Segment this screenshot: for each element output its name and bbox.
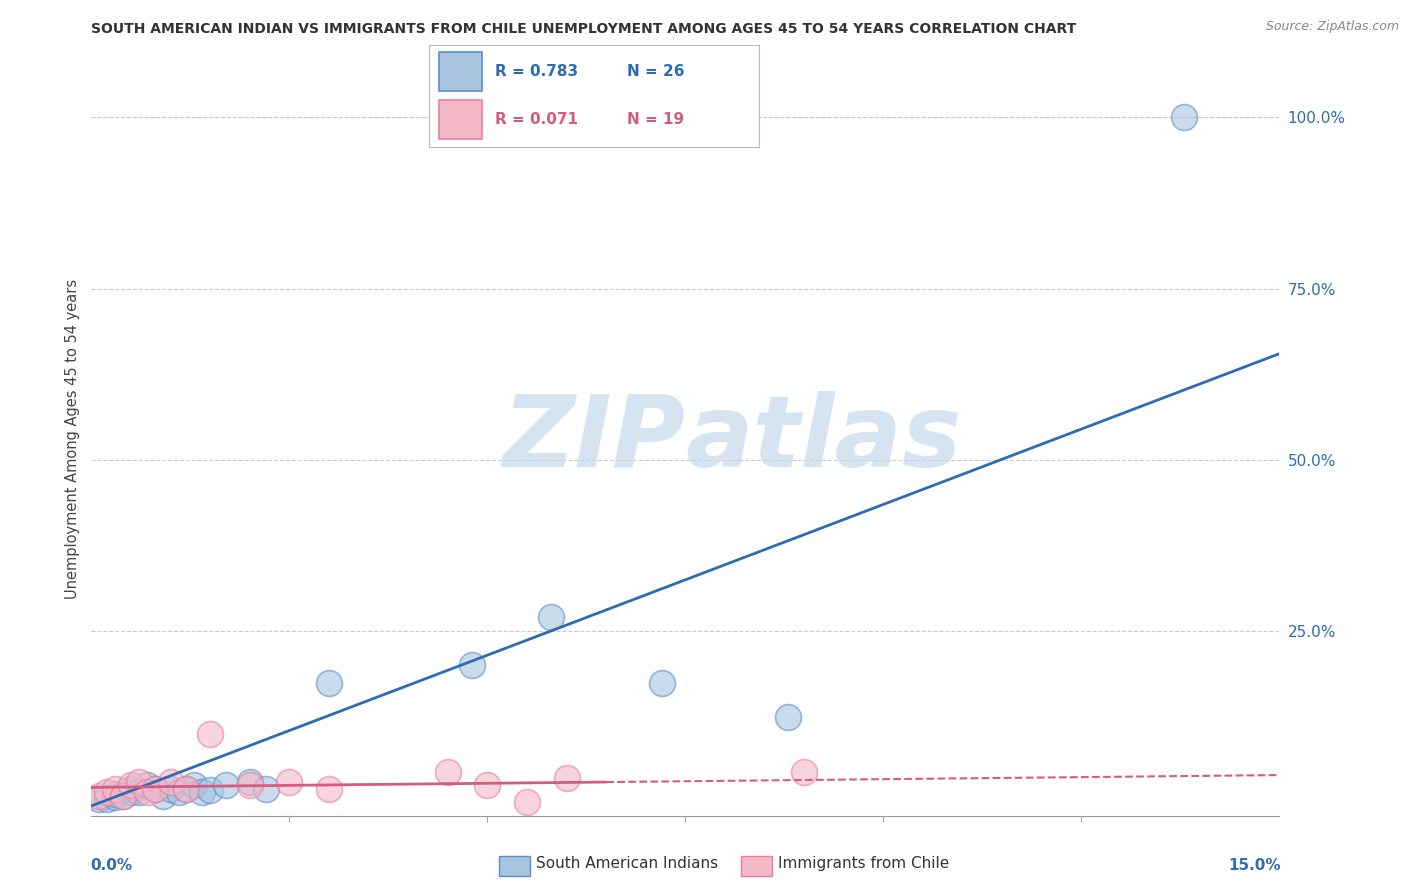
Point (89, 792, 111, 806)
Point (540, 610, 562, 624)
Bar (439, 100, 482, 139)
Point (477, 778, 499, 792)
Point (159, 781, 181, 796)
Point (120, 785, 142, 799)
Point (128, 775, 150, 789)
Point (200, 727, 222, 741)
Point (239, 778, 262, 792)
Point (254, 781, 277, 796)
Point (1173, 110, 1195, 124)
Point (152, 789, 174, 803)
Point (167, 785, 190, 799)
Point (120, 778, 142, 792)
Point (135, 785, 157, 799)
Point (191, 785, 214, 799)
Point (318, 675, 340, 690)
Point (135, 778, 157, 792)
Point (183, 778, 205, 792)
Text: N = 19: N = 19 (627, 112, 685, 127)
Point (555, 772, 578, 786)
Point (318, 781, 340, 796)
Point (104, 781, 127, 796)
Text: R = 0.783: R = 0.783 (495, 63, 578, 78)
Text: atlas: atlas (685, 391, 962, 488)
Text: South American Indians: South American Indians (536, 856, 718, 871)
Text: ZIP: ZIP (502, 391, 685, 488)
Text: 15.0%: 15.0% (1227, 857, 1281, 872)
Text: SOUTH AMERICAN INDIAN VS IMMIGRANTS FROM CHILE UNEMPLOYMENT AMONG AGES 45 TO 54 : SOUTH AMERICAN INDIAN VS IMMIGRANTS FROM… (91, 22, 1077, 37)
Point (651, 675, 673, 690)
Point (516, 796, 538, 810)
Point (278, 775, 301, 789)
Point (112, 789, 135, 803)
Point (128, 785, 150, 799)
Text: Immigrants from Chile: Immigrants from Chile (778, 856, 949, 871)
Point (143, 781, 166, 796)
Point (159, 775, 181, 789)
Point (176, 781, 198, 796)
Point (104, 789, 127, 804)
Point (239, 775, 262, 789)
Bar (439, 52, 482, 91)
Point (143, 781, 166, 796)
Point (436, 764, 458, 779)
Point (793, 764, 815, 779)
Point (120, 781, 142, 796)
Point (215, 778, 238, 792)
Point (89, 789, 111, 803)
Point (96, 792, 118, 806)
Point (460, 658, 482, 673)
Point (112, 789, 135, 803)
Text: Source: ZipAtlas.com: Source: ZipAtlas.com (1265, 20, 1399, 33)
Point (176, 781, 198, 796)
Point (778, 710, 800, 724)
Point (200, 783, 222, 797)
Y-axis label: Unemployment Among Ages 45 to 54 years: Unemployment Among Ages 45 to 54 years (65, 279, 80, 599)
Text: 0.0%: 0.0% (90, 857, 132, 872)
Point (104, 787, 127, 801)
Point (96, 785, 118, 799)
Text: R = 0.071: R = 0.071 (495, 112, 578, 127)
Text: N = 26: N = 26 (627, 63, 685, 78)
